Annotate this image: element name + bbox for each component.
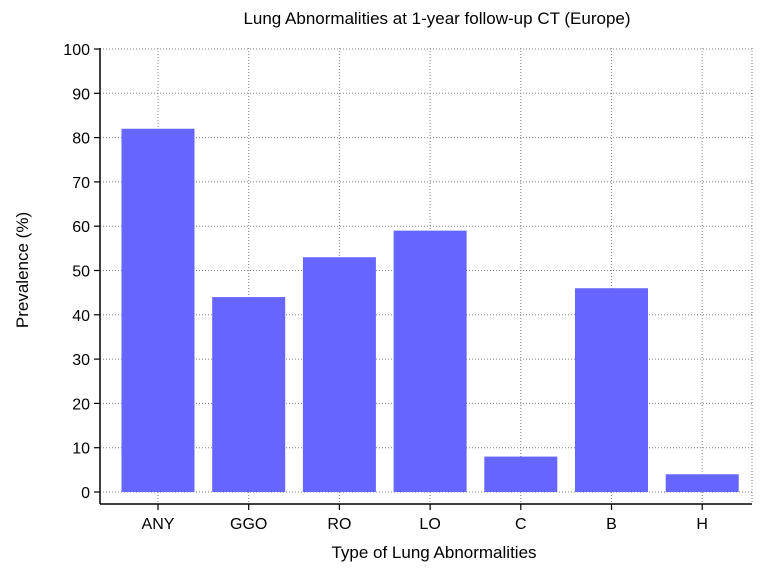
- bar-h: [665, 474, 739, 492]
- chart-title: Lung Abnormalities at 1-year follow-up C…: [243, 9, 630, 28]
- bar-any: [121, 128, 195, 493]
- y-tick-label: 30: [72, 352, 90, 369]
- y-tick-label: 90: [72, 86, 90, 103]
- y-ticks: 0 10 20 30 40 50 60 70 80 90 100: [63, 42, 100, 502]
- axes: [99, 48, 752, 505]
- bar-b: [575, 288, 648, 492]
- bar-series: [121, 128, 739, 493]
- y-tick-label: 80: [72, 131, 90, 148]
- x-tick-label: C: [515, 516, 527, 533]
- y-tick-label: 60: [72, 219, 90, 236]
- y-tick-label: 70: [72, 175, 90, 192]
- x-tick-label: B: [606, 516, 617, 533]
- x-tick-label: H: [696, 516, 708, 533]
- x-ticks: ANY GGO RO LO C B H: [142, 504, 708, 533]
- y-tick-label: 40: [72, 308, 90, 325]
- bar-c: [484, 456, 558, 492]
- bar-lo: [393, 230, 467, 492]
- x-tick-label: RO: [327, 516, 351, 533]
- bar-ro: [302, 257, 376, 492]
- x-tick-label: GGO: [230, 516, 267, 533]
- bar-ggo: [212, 297, 286, 492]
- y-tick-label: 10: [72, 441, 90, 458]
- y-tick-label: 20: [72, 396, 90, 413]
- x-tick-label: ANY: [142, 516, 175, 533]
- y-tick-label: 50: [72, 264, 90, 281]
- x-axis-label: Type of Lung Abnormalities: [331, 543, 536, 562]
- y-tick-label: 100: [63, 42, 90, 59]
- x-tick-label: LO: [419, 516, 440, 533]
- y-tick-label: 0: [81, 485, 90, 502]
- y-axis-label: Prevalence (%): [13, 212, 32, 328]
